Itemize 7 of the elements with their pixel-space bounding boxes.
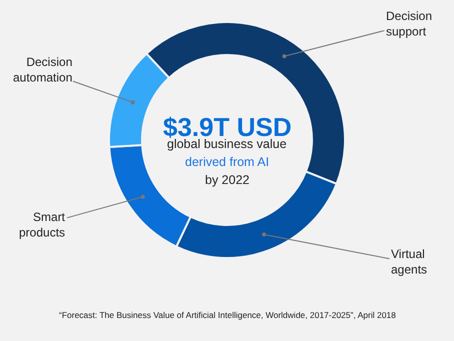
slice-label: Smart products <box>19 210 66 240</box>
text: by 2022 <box>205 173 250 187</box>
slice-label: Virtual agents <box>391 247 428 277</box>
slice-label: Decision support <box>386 9 432 39</box>
slice-label: Decision automation <box>13 55 72 85</box>
text: “Forecast: The Business Value of Artificial Intelligence, Worldwide, 2017-2025”, April 2018 <box>59 310 396 320</box>
text: derived from AI <box>185 155 270 169</box>
